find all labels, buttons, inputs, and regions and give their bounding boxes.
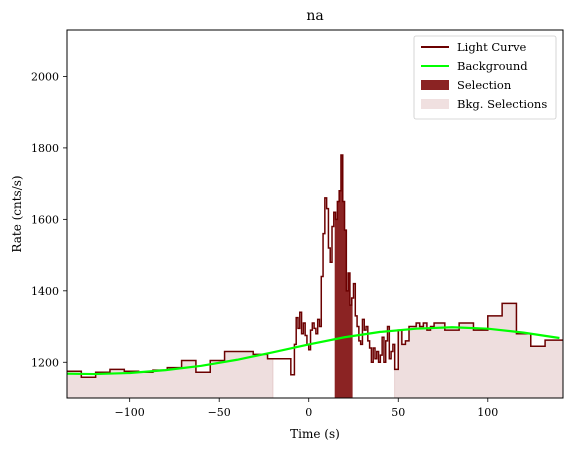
plot-area: −100 −50 0 50 100 1200 1400 1600 1800 2000 [31,29,564,419]
y-tick-label: 2000 [31,70,59,83]
y-axis-label: Rate (cnts/s) [10,175,24,252]
x-tick-label: 0 [305,406,312,419]
y-tick-label: 1600 [31,213,59,226]
legend-label-4: Bkg. Selections [457,97,547,111]
axes-frame [66,29,564,399]
y-tick-label: 1200 [31,356,59,369]
x-axis-label: Time (s) [290,427,340,441]
legend: Light Curve Background Selection Bkg. Selec… [413,35,557,120]
x-tick-label: −100 [115,406,145,419]
chart-title: na [306,8,323,24]
legend-label-3: Selection [457,78,512,92]
y-tick-label: 1800 [31,142,59,155]
legend-swatch-4 [421,99,449,109]
legend-box [413,35,557,120]
bkg-selection-region-2 [394,302,563,398]
legend-label-2: Background [457,59,528,73]
background-series [67,326,560,376]
x-tick-label: 50 [391,406,405,419]
y-tick-label: 1400 [31,285,59,298]
legend-swatch-3 [421,80,449,90]
legend-label-1: Light Curve [457,40,527,54]
x-tick-label: 100 [477,406,498,419]
light-curve-series [67,154,563,379]
x-tick-label: −50 [208,406,231,419]
